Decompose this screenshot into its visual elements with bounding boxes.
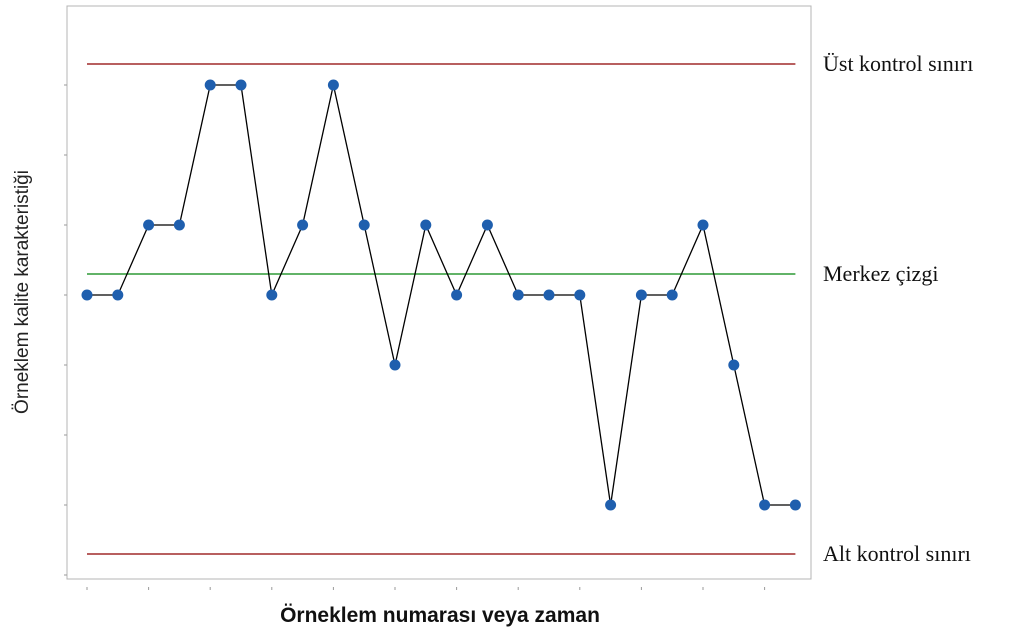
series-line	[87, 84, 796, 506]
data-point	[759, 499, 771, 511]
control-line-label-2: Alt kontrol sınırı	[823, 541, 971, 566]
data-point	[605, 499, 617, 511]
plot-frame	[66, 5, 812, 580]
data-point	[697, 219, 709, 231]
control-limit-lines	[87, 63, 796, 555]
data-point	[358, 219, 370, 231]
data-point	[666, 289, 678, 301]
data-point	[173, 219, 185, 231]
data-point	[235, 79, 247, 91]
data-point	[728, 359, 740, 371]
y-axis-ticks	[64, 84, 67, 576]
data-point	[112, 289, 124, 301]
data-point	[543, 289, 555, 301]
data-point	[574, 289, 586, 301]
x-axis-ticks	[86, 587, 766, 590]
data-point	[512, 289, 524, 301]
x-axis-label: Örneklem numarası veya zaman	[280, 604, 600, 627]
data-point	[420, 219, 432, 231]
data-point	[635, 289, 647, 301]
data-series	[81, 79, 801, 511]
y-axis-label: Örneklem kalite karakteristiği	[12, 170, 33, 414]
data-point	[389, 359, 401, 371]
data-point	[143, 219, 155, 231]
data-point	[327, 79, 339, 91]
data-point	[789, 499, 801, 511]
data-point	[481, 219, 493, 231]
control-line-label-1: Merkez çizgi	[823, 261, 938, 286]
data-point	[81, 289, 93, 301]
data-point	[266, 289, 278, 301]
data-point	[204, 79, 216, 91]
data-point	[297, 219, 309, 231]
data-point	[451, 289, 463, 301]
control-limit-labels: Üst kontrol sınırı Merkez çizgi Alt kontro…	[823, 51, 973, 566]
control-line-label-0: Üst kontrol sınırı	[823, 51, 973, 76]
